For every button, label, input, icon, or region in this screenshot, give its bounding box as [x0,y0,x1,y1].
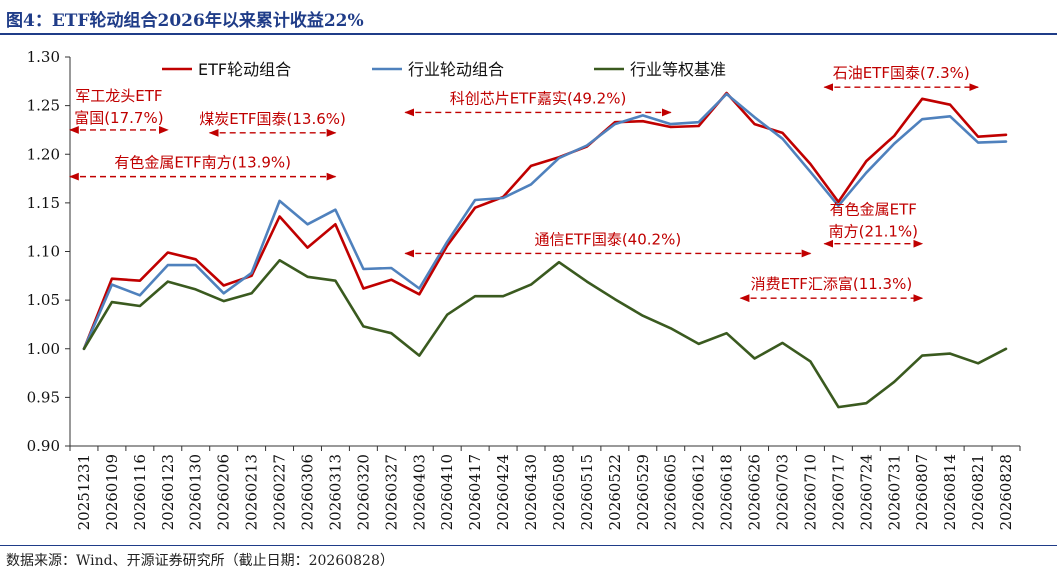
x-tick-label: 20260306 [299,454,317,530]
x-tick-label: 20260424 [494,454,512,530]
x-tick-label: 20260403 [410,454,428,530]
annotation-label: 消费ETF汇添富(11.3%) [751,275,913,293]
x-tick-label: 20260717 [829,454,847,530]
y-tick-label: 0.90 [27,437,60,455]
x-tick-label: 20260821 [969,454,987,530]
series-line-2 [82,92,1008,351]
line-chart: 0.90 0.95 1.00 1.05 1.10 1.15 1.20 1.25 1.30 2025… [27,48,1021,530]
figure-title: 图4：ETF轮动组合2026年以来累计收益22% [6,11,364,31]
x-tick-label: 20260430 [522,454,540,530]
series-line-3 [82,258,1008,409]
annotation-label: 南方(21.1%) [829,223,918,241]
x-tick-label: 20260123 [159,454,177,530]
x-tick-label: 20260605 [662,454,680,530]
x-tick-label: 20260529 [634,454,652,530]
y-tick-label: 0.95 [27,388,60,406]
annotation-label: 有色金属ETF南方(13.9%) [114,154,291,172]
annotation-label: 富国(17.7%) [74,109,163,127]
x-tick-label: 20260410 [438,454,456,530]
legend: ETF轮动组合 行业轮动组合 行业等权基准 [162,60,726,79]
series-line-1 [82,91,1008,351]
axes: 0.90 0.95 1.00 1.05 1.10 1.15 1.20 1.25 1.30 2025… [27,48,1021,530]
x-tick-label: 20260522 [606,454,624,530]
annotation-label: 科创芯片ETF嘉实(49.2%) [450,89,627,107]
y-tick-label: 1.10 [27,243,60,261]
x-tick-label: 20260618 [718,454,736,530]
x-tick-label: 20260213 [243,454,261,530]
legend-label-3: 行业等权基准 [630,60,726,79]
y-tick-label: 1.00 [27,340,60,358]
x-tick-label: 20260724 [857,454,875,530]
x-tick-label: 20260417 [466,454,484,530]
y-tick-label: 1.05 [27,291,60,309]
series-lines [82,91,1008,409]
x-tick-label: 20260320 [354,454,372,530]
x-tick-label: 20260814 [941,454,959,530]
title-divider [0,33,1057,35]
source-divider [0,545,1057,546]
annotation-label: 石油ETF国泰(7.3%) [833,64,970,82]
x-tick-label: 20260130 [187,454,205,530]
x-tick-label: 20260703 [774,454,792,530]
x-tick-label: 20260109 [103,454,121,530]
x-tick-label: 20260828 [997,454,1015,530]
annotation-label: 军工龙头ETF [75,87,162,105]
y-tick-label: 1.15 [27,194,60,212]
annotation-label: 通信ETF国泰(40.2%) [535,230,682,248]
x-tick-label: 20260807 [913,454,931,530]
x-tick-label: 20260206 [215,454,233,530]
x-tick-label: 20260227 [271,454,289,530]
annotation-label: 有色金属ETF [830,201,917,219]
x-tick-label: 20260508 [550,454,568,530]
x-tick-label: 20260710 [801,454,819,530]
legend-label-1: ETF轮动组合 [198,60,291,79]
source-note: 数据来源：Wind、开源证券研究所（截止日期：20260828） [6,553,394,569]
x-tick-label: 20260327 [382,454,400,530]
x-tick-label: 20260515 [578,454,596,530]
y-tick-label: 1.30 [27,48,60,66]
x-tick-label: 20260612 [690,454,708,530]
x-tick-label: 20260116 [131,454,149,530]
legend-label-2: 行业轮动组合 [408,60,504,79]
annotation-label: 煤炭ETF国泰(13.6%) [199,110,346,128]
x-tick-label: 20260313 [326,454,344,530]
x-tick-label: 20260626 [746,454,764,530]
y-tick-label: 1.25 [27,97,60,115]
x-tick-label: 20251231 [75,454,93,530]
y-tick-label: 1.20 [27,145,60,163]
x-tick-label: 20260731 [885,454,903,530]
